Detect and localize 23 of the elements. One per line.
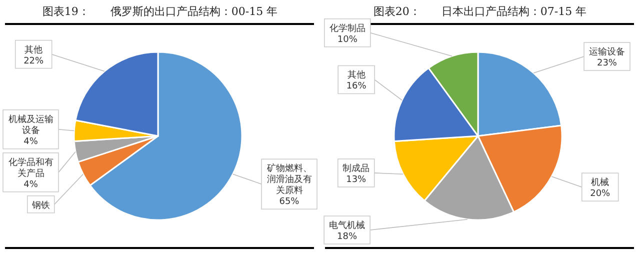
chart-title: 图表20： 日本出口产品结构：07-15 年 bbox=[373, 5, 587, 18]
slice-label: 其他 bbox=[24, 44, 43, 56]
data-label: 18% bbox=[337, 232, 358, 242]
data-label: 4% bbox=[24, 136, 38, 147]
data-label: 16% bbox=[346, 82, 367, 92]
slice-label: 运输设备 bbox=[589, 46, 625, 58]
slice-label: 机械及运输设备 bbox=[8, 114, 54, 136]
slice-label: 制成品 bbox=[342, 162, 370, 174]
data-label: 65% bbox=[279, 197, 300, 208]
data-label: 20% bbox=[590, 189, 611, 200]
chart-title: 图表19： 俄罗斯的出口产品结构：00-15 年 bbox=[42, 5, 278, 18]
data-label: 22% bbox=[24, 56, 44, 66]
data-label: 23% bbox=[596, 58, 618, 68]
slice-label: 机械 bbox=[591, 177, 610, 188]
data-label: 10% bbox=[337, 34, 358, 45]
data-label: 4% bbox=[24, 180, 38, 190]
data-label: 13% bbox=[346, 174, 367, 185]
slice-label: 矿物燃料、润滑油及有关原料 bbox=[266, 163, 312, 196]
slice-label: 其他 bbox=[347, 70, 366, 81]
slice-label: 钢铁 bbox=[30, 200, 50, 211]
slice-label: 电气机械 bbox=[329, 220, 366, 231]
slice-label: 化学品和有关产品 bbox=[8, 156, 54, 179]
slice-label: 化学制品 bbox=[329, 22, 366, 34]
